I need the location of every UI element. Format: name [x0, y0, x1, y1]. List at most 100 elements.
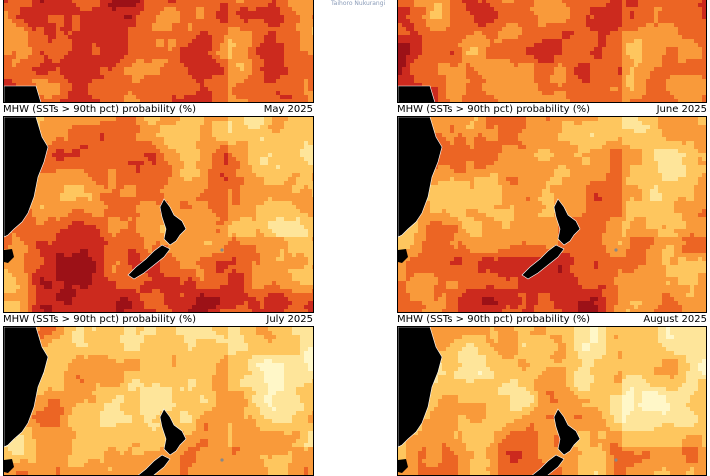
probability-cell: [108, 31, 113, 36]
probability-cell: [434, 67, 439, 72]
probability-cell: [582, 91, 587, 96]
probability-cell: [72, 71, 77, 76]
probability-cell: [398, 0, 403, 4]
probability-cell: [666, 0, 671, 4]
probability-cell: [80, 99, 85, 103]
probability-cell: [630, 31, 635, 36]
probability-cell: [506, 31, 511, 36]
probability-cell: [546, 67, 551, 72]
probability-cell: [204, 83, 209, 88]
probability-cell: [538, 91, 543, 96]
probability-cell: [678, 87, 683, 92]
probability-cell: [56, 39, 61, 44]
probability-cell: [48, 83, 53, 88]
probability-cell: [248, 59, 253, 64]
probability-cell: [590, 35, 595, 40]
probability-cell: [450, 27, 455, 32]
probability-cell: [244, 67, 249, 72]
probability-cell: [606, 87, 611, 92]
probability-cell: [546, 95, 551, 100]
probability-cell: [534, 91, 539, 96]
probability-cell: [148, 11, 153, 16]
probability-cell: [602, 95, 607, 100]
probability-cell: [228, 83, 233, 88]
probability-cell: [228, 71, 233, 76]
probability-cell: [112, 79, 117, 84]
probability-cell: [80, 19, 85, 24]
probability-cell: [562, 59, 567, 64]
probability-cell: [276, 59, 281, 64]
probability-cell: [570, 99, 575, 103]
probability-cell: [288, 117, 293, 122]
probability-cell: [212, 31, 217, 36]
probability-cell: [160, 3, 165, 8]
probability-cell: [144, 23, 149, 28]
probability-cell: [654, 0, 659, 4]
probability-cell: [176, 35, 181, 40]
probability-cell: [594, 51, 599, 56]
probability-cell: [430, 39, 435, 44]
probability-cell: [462, 19, 467, 24]
probability-cell: [292, 43, 297, 48]
probability-cell: [666, 19, 671, 24]
probability-cell: [112, 125, 117, 130]
probability-cell: [140, 51, 145, 56]
probability-cell: [148, 31, 153, 36]
probability-cell: [506, 15, 511, 20]
probability-cell: [614, 11, 619, 16]
probability-cell: [264, 55, 269, 60]
probability-cell: [260, 35, 265, 40]
probability-cell: [188, 87, 193, 92]
probability-cell: [474, 19, 479, 24]
probability-cell: [28, 63, 33, 68]
probability-cell: [426, 55, 431, 60]
probability-cell: [574, 0, 579, 4]
probability-cell: [494, 99, 499, 103]
probability-cell: [16, 43, 21, 48]
probability-cell: [458, 63, 463, 68]
probability-cell: [88, 63, 93, 68]
probability-cell: [72, 51, 77, 56]
probability-cell: [582, 67, 587, 72]
probability-cell: [240, 23, 245, 28]
probability-cell: [550, 7, 555, 12]
probability-cell: [20, 63, 25, 68]
probability-cell: [686, 11, 691, 16]
probability-cell: [236, 15, 241, 20]
probability-cell: [554, 39, 559, 44]
probability-cell: [256, 99, 261, 103]
probability-cell: [152, 11, 157, 16]
probability-cell: [28, 27, 33, 32]
probability-cell: [96, 15, 101, 20]
probability-cell: [132, 67, 137, 72]
probability-cell: [442, 39, 447, 44]
probability-cell: [490, 31, 495, 36]
probability-cell: [292, 67, 297, 72]
probability-cell: [96, 95, 101, 100]
probability-cell: [602, 75, 607, 80]
probability-cell: [132, 79, 137, 84]
probability-cell: [12, 71, 17, 76]
probability-cell: [240, 55, 245, 60]
probability-cell: [474, 47, 479, 52]
probability-cell: [462, 63, 467, 68]
probability-cell: [698, 7, 703, 12]
probability-cell: [80, 67, 85, 72]
probability-cell: [264, 3, 269, 8]
probability-cell: [410, 51, 415, 56]
probability-cell: [614, 35, 619, 40]
probability-cell: [184, 75, 189, 80]
probability-cell: [60, 117, 65, 122]
probability-cell: [694, 43, 699, 48]
probability-cell: [426, 31, 431, 36]
probability-cell: [288, 95, 293, 100]
probability-cell: [160, 99, 165, 103]
probability-cell: [168, 23, 173, 28]
probability-cell: [40, 3, 45, 8]
probability-cell: [498, 47, 503, 52]
probability-cell: [474, 87, 479, 92]
probability-cell: [618, 59, 623, 64]
probability-cell: [120, 75, 125, 80]
probability-cell: [272, 125, 277, 130]
probability-cell: [634, 31, 639, 36]
